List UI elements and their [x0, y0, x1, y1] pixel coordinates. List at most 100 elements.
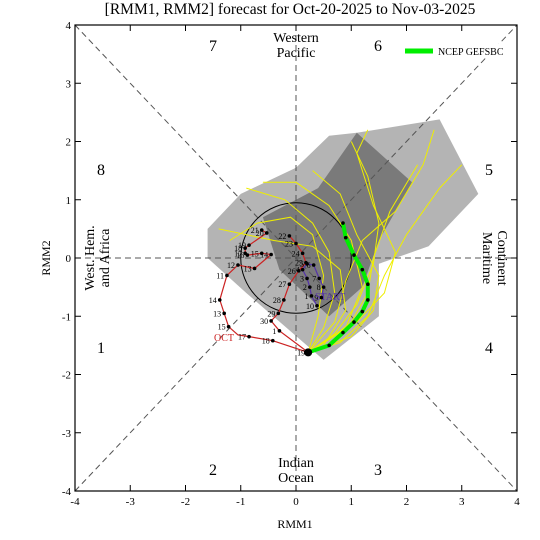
observed-point-13 [222, 311, 226, 316]
observed-point-10 [236, 263, 240, 267]
observed-day-label-3: 19 [238, 241, 246, 250]
diagonal-guide-2 [74, 24, 518, 492]
phase-label-1: 1 [97, 340, 105, 357]
member-line-10 [307, 129, 396, 353]
recent-point-2 [309, 294, 314, 298]
ensemble-mean-point-3 [341, 330, 345, 335]
y-tick-label-7: 3 [66, 78, 72, 90]
observed-point-9 [252, 266, 257, 271]
ensemble-mean-point-8 [360, 267, 365, 272]
recent-point-8 [317, 276, 322, 281]
recent-day-label-8: 7 [312, 274, 316, 283]
x-tick-label-5: 1 [349, 496, 355, 508]
y-tick-label-5: 1 [66, 195, 72, 207]
phase-label-3: 3 [374, 462, 382, 479]
ensemble-mean-point-2 [327, 343, 331, 348]
phase-label-7: 7 [209, 38, 217, 55]
member-line-6 [229, 216, 325, 353]
recent-line [301, 263, 325, 307]
recent-day-label-4: 3 [300, 274, 304, 283]
observed-point-17 [270, 338, 275, 343]
observed-point-28 [287, 234, 292, 238]
observed-day-label-19: 1 [272, 327, 276, 336]
recent-day-label-1: 10 [306, 302, 314, 311]
observed-day-label-25: 25 [295, 259, 303, 268]
recent-day-label-2: 1 [304, 292, 308, 301]
recent-day-label-3: 2 [303, 283, 307, 292]
recent-point-9 [321, 285, 326, 289]
ensemble-spread [207, 119, 479, 360]
ensemble-mean-point-10 [343, 235, 348, 240]
observed-point-23 [287, 282, 292, 287]
ensemble-mean-point-11 [341, 221, 345, 225]
region-top-line2: Pacific [277, 46, 316, 61]
observed-day-label-26: 24 [292, 249, 300, 258]
legend-label: NCEP GEFSBC [438, 47, 504, 58]
month-label: OCT [214, 333, 234, 344]
observed-point-12 [217, 298, 222, 302]
observed-point-1 [259, 228, 264, 232]
observed-point-27 [294, 241, 298, 246]
x-tick-label-1: -3 [126, 496, 136, 508]
observed-point-2 [264, 231, 269, 235]
observed-day-label-1: 21 [251, 226, 259, 235]
recent-point-6 [305, 262, 309, 266]
recent-point-10 [319, 295, 324, 300]
observed-day-label-12: 14 [209, 296, 217, 305]
member-line-3 [246, 187, 336, 353]
y-tick-label-4: 0 [66, 253, 72, 265]
observed-day-label-27: 23 [285, 239, 293, 248]
x-tick-label-4: 0 [293, 496, 299, 508]
phase-label-2: 2 [209, 462, 217, 479]
unit-circle [240, 202, 352, 314]
recent-point-3 [308, 285, 312, 289]
region-bottom-line2: Ocean [278, 471, 314, 486]
phase-label-6: 6 [374, 38, 382, 55]
observed-day-label-8: 14 [260, 251, 268, 260]
y-tick-label-0: -4 [62, 486, 72, 498]
observed-point-26 [300, 251, 305, 256]
observed-day-label-22: 28 [273, 296, 281, 305]
x-tick-label-6: 2 [404, 496, 410, 508]
observed-point-19 [277, 329, 282, 333]
region-left-line1: West. Hem. [83, 225, 98, 290]
observed-point-20 [269, 319, 273, 323]
region-bottom-line1: Indian [278, 456, 314, 471]
region-right-line2: Continent [494, 230, 509, 285]
observed-day-label-10: 12 [227, 261, 235, 270]
y-axis-label: RMM2 [39, 240, 53, 275]
ensemble-mean-point-4 [352, 320, 356, 324]
observed-day-label-4: 18 [234, 244, 242, 253]
x-tick-label-7: 3 [459, 496, 465, 508]
y-tick-label-3: -1 [62, 311, 71, 323]
recent-day-label-9: 8 [317, 283, 321, 292]
legend: NCEP GEFSBC [403, 44, 507, 58]
observed-point-8 [269, 252, 273, 257]
phase-label-8: 8 [97, 162, 105, 179]
member-line-2 [308, 164, 463, 353]
observed-day-label-18: 19 [297, 348, 305, 357]
observed-point-14 [226, 324, 231, 329]
y-tick-label-2: -2 [62, 370, 71, 382]
observed-point-4 [243, 246, 247, 250]
y-tick-label-8: 4 [66, 20, 72, 32]
ensemble-mean [304, 221, 370, 357]
observed-point-3 [247, 243, 251, 247]
ensemble-mean-point-6 [366, 298, 370, 302]
ensemble-mean-point-7 [366, 282, 370, 287]
observed-day-label-13: 13 [213, 309, 221, 318]
observed-day-label-20: 30 [260, 317, 268, 326]
observed-day-label-6: 16 [236, 251, 244, 260]
observed-point-11 [225, 273, 229, 278]
phase-label-4: 4 [485, 340, 493, 357]
x-axis-label: RMM1 [277, 517, 312, 531]
region-left-line2: and Africa [98, 228, 113, 287]
x-tick-label-2: -2 [181, 496, 190, 508]
y-tick-label-1: -3 [62, 428, 72, 440]
x-tick-label-3: -1 [236, 496, 245, 508]
observed-day-label-24: 26 [288, 267, 296, 276]
observed-point-16 [247, 334, 251, 339]
forecast-start-marker [304, 348, 313, 357]
